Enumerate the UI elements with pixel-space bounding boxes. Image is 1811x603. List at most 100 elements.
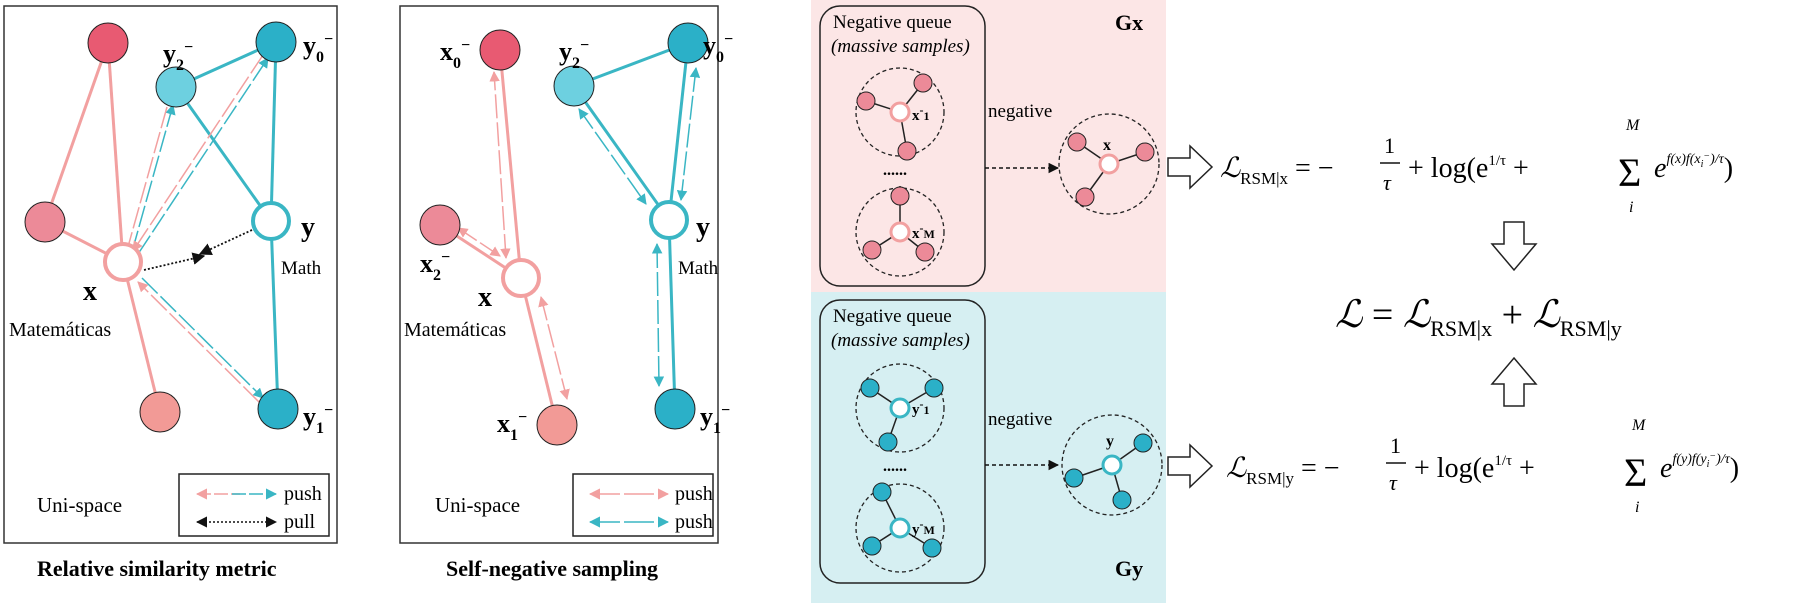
panel1-space-label: Uni-space	[37, 493, 122, 517]
panel1-node-y2-neg	[155, 66, 197, 108]
gy-queue-box	[819, 299, 986, 584]
svg-text:x-M: x-M	[912, 221, 935, 242]
panel1-frame	[3, 5, 338, 544]
panel2-anchor-y-node	[649, 200, 689, 240]
panel2-space-label: Uni-space	[435, 493, 520, 517]
equation-rsm-y: ℒRSM|y = − 1 τ + log(e1/τ + M Σ i ef(y)f…	[1226, 417, 1739, 516]
gx-box-subtitle: (massive samples)	[831, 36, 970, 57]
panel1-anchor-y-word: Math	[281, 258, 322, 279]
gy-box-subtitle: (massive samples)	[831, 330, 970, 351]
svg-text:ℒ = ℒRSM|x + ℒRSM|y: ℒ = ℒRSM|x + ℒRSM|y	[1335, 294, 1622, 341]
arrow-up-icon	[1490, 356, 1538, 407]
gy-sample-m: y-M	[855, 482, 945, 573]
panel2-caption: Self-negative sampling	[446, 556, 658, 581]
gx-anchor-graph: x	[1058, 113, 1160, 215]
svg-text:1: 1	[1390, 433, 1401, 458]
gx-section: Gx Negative queue (massive samples) x-1 …	[811, 0, 1166, 292]
panel1-push-arrows	[123, 54, 269, 403]
svg-text:+ log(e1/τ +: + log(e1/τ +	[1408, 153, 1529, 184]
panel-self-negative: x0− x2− x1− y2− y0− y1− y Math x Matemát…	[399, 5, 733, 581]
panel1-anchor-x-node	[103, 242, 143, 282]
svg-text:i: i	[1629, 199, 1633, 216]
svg-text:Σ: Σ	[1618, 150, 1641, 195]
panel1-anchor-x-label: x	[83, 276, 97, 307]
gx-ellipsis: ......	[883, 162, 907, 179]
svg-text:M: M	[1631, 417, 1647, 434]
panel1-legend-pull: pull	[284, 511, 316, 533]
gx-queue-box	[819, 5, 986, 287]
panel1-node-y1-neg	[257, 388, 299, 430]
panel1-node-pink-left	[24, 201, 66, 243]
panel1-anchor-x-word: Matemáticas	[9, 319, 111, 341]
svg-text:y-1: y-1	[912, 397, 930, 418]
arrow-right-icon-top	[1167, 144, 1214, 190]
gy-ellipsis: ......	[883, 458, 907, 475]
panel2-label-y1: y1−	[700, 402, 730, 437]
panel-relative-similarity: y2− y0− y1− y Math x Matemáticas Uni-spa…	[3, 5, 338, 581]
gx-sample-m: x-M	[855, 186, 945, 277]
gy-center-label: y	[1106, 433, 1114, 450]
panel2-label-y2: y2−	[559, 37, 589, 72]
equation-rsm-x: ℒRSM|x = − 1 τ + log(e1/τ + M Σ i ef(x)f…	[1220, 117, 1733, 216]
gy-section: Gy Negative queue (massive samples) y-1 …	[811, 292, 1166, 603]
gy-box-title: Negative queue	[833, 306, 952, 327]
arrow-right-icon-bottom	[1167, 443, 1214, 489]
gx-center-label: x	[1103, 137, 1111, 154]
gx-corner-label: Gx	[1115, 10, 1143, 35]
panel2-legend-push-red: push	[675, 483, 713, 505]
panel2-push-arrows	[457, 66, 701, 401]
gx-sample-1: x-1	[855, 67, 945, 161]
panel1-legend: push pull	[178, 473, 330, 537]
panel1-label-y1: y1−	[303, 402, 333, 437]
panel1-pull-arrows	[143, 229, 253, 271]
gx-arrow-label: negative	[988, 101, 1052, 122]
svg-text:1: 1	[1384, 133, 1395, 158]
panel2-red-edges	[439, 49, 559, 426]
panel1-caption: Relative similarity metric	[37, 556, 277, 581]
panel1-legend-push: push	[284, 483, 322, 505]
panel2-legend-push-teal: push	[675, 511, 713, 533]
panel2-anchor-x-label: x	[478, 282, 492, 313]
panel2-node-x2-neg	[419, 204, 461, 246]
panel2-anchor-x-node	[501, 258, 541, 298]
panel2-node-y2-neg	[553, 65, 595, 107]
svg-text:ef(y)f(yi−)/τ): ef(y)f(yi−)/τ)	[1660, 451, 1739, 484]
panel1-anchor-y-label: y	[301, 212, 315, 243]
panel1-node-red-top	[87, 22, 129, 64]
panel2-node-x1-neg	[536, 404, 578, 446]
svg-text:τ: τ	[1389, 470, 1398, 495]
panel2-anchor-y-label: y	[696, 212, 710, 243]
panel1-node-y0-neg	[255, 21, 297, 63]
panel2-label-x0: x0−	[440, 37, 470, 72]
panel1-label-y0: y0−	[303, 31, 333, 66]
panel1-node-salmon-bottom	[139, 391, 181, 433]
svg-text:ℒRSM|y = −: ℒRSM|y = −	[1226, 453, 1340, 488]
panel2-legend: push push	[572, 473, 714, 537]
svg-text:+ log(e1/τ +: + log(e1/τ +	[1414, 453, 1535, 484]
panel2-frame	[399, 5, 719, 544]
svg-text:ef(x)f(xi−)/τ): ef(x)f(xi−)/τ)	[1654, 151, 1733, 184]
svg-text:i: i	[1635, 499, 1639, 516]
arrow-down-icon	[1490, 221, 1538, 272]
panel1-anchor-y-node	[251, 201, 291, 241]
svg-text:τ: τ	[1383, 170, 1392, 195]
gx-box-title: Negative queue	[833, 12, 952, 33]
svg-text:M: M	[1625, 117, 1641, 134]
svg-text:ℒRSM|x = −: ℒRSM|x = −	[1220, 153, 1334, 188]
equation-total: ℒ = ℒRSM|x + ℒRSM|y	[1335, 294, 1622, 341]
svg-text:x-1: x-1	[912, 103, 930, 124]
panel2-label-x2: x2−	[420, 249, 450, 284]
svg-text:y-M: y-M	[912, 517, 935, 538]
svg-text:Σ: Σ	[1624, 450, 1647, 495]
panel2-anchor-x-word: Matemáticas	[404, 319, 506, 341]
panel2-label-x1: x1−	[497, 409, 527, 444]
gy-corner-label: Gy	[1115, 556, 1143, 581]
panel2-node-x0-neg	[479, 29, 521, 71]
panel2-node-y0-neg	[667, 22, 709, 64]
gy-arrow-label: negative	[988, 409, 1052, 430]
gy-sample-1: y-1	[855, 363, 945, 453]
gy-anchor-graph: y	[1061, 414, 1163, 516]
panel2-node-y1-neg	[654, 388, 696, 430]
equations-area: ℒRSM|x = − 1 τ + log(e1/τ + M Σ i ef(x)f…	[1167, 117, 1739, 516]
panel2-anchor-y-word: Math	[678, 258, 719, 279]
